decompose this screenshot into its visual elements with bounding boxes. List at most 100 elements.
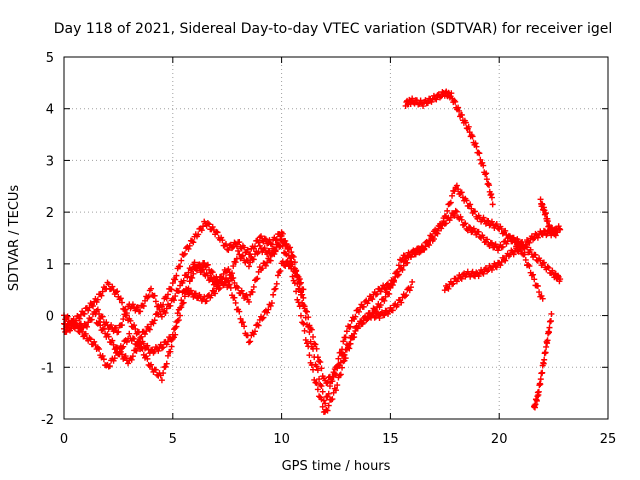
- data-point: [374, 290, 381, 297]
- data-point: [545, 264, 552, 271]
- data-point: [311, 340, 318, 347]
- x-tick-label: 25: [600, 432, 617, 447]
- data-point: [190, 239, 197, 246]
- data-point: [333, 387, 339, 394]
- data-point: [120, 316, 127, 323]
- data-point: [306, 322, 313, 329]
- data-point: [168, 343, 175, 350]
- data-point: [282, 250, 289, 257]
- data-point: [185, 245, 192, 252]
- data-point: [318, 396, 325, 403]
- data-point: [81, 310, 88, 317]
- data-point: [544, 263, 551, 270]
- data-point: [109, 337, 116, 344]
- data-point: [264, 309, 271, 316]
- data-point: [255, 322, 262, 329]
- data-point: [446, 200, 453, 207]
- data-point: [181, 250, 188, 257]
- data-point: [301, 327, 308, 334]
- data-point: [195, 261, 202, 268]
- data-point: [214, 229, 221, 236]
- data-point: [131, 322, 138, 329]
- data-point: [206, 221, 213, 228]
- data-point: [169, 280, 176, 287]
- data-point: [451, 212, 458, 219]
- data-point: [534, 234, 541, 241]
- data-point: [173, 272, 180, 279]
- data-point: [364, 300, 371, 307]
- data-point: [100, 356, 107, 363]
- data-point: [488, 266, 495, 273]
- data-point: [209, 269, 216, 276]
- data-point: [497, 262, 504, 269]
- data-point: [486, 182, 493, 189]
- data-point: [105, 333, 112, 340]
- data-point: [262, 262, 269, 269]
- data-point: [526, 239, 533, 246]
- data-point: [186, 278, 193, 285]
- y-tick-label: 5: [46, 51, 54, 66]
- data-point: [515, 248, 522, 255]
- data-point: [493, 221, 500, 228]
- data-point: [532, 251, 539, 258]
- data-point: [537, 381, 544, 388]
- data-point: [548, 310, 555, 317]
- data-point: [158, 313, 165, 320]
- data-point: [498, 225, 505, 232]
- data-point: [122, 353, 129, 360]
- data-point: [486, 222, 493, 229]
- data-point: [499, 243, 506, 250]
- data-point: [96, 318, 103, 325]
- data-point: [473, 231, 480, 238]
- series-arc-1: [61, 182, 564, 407]
- data-point: [236, 308, 243, 315]
- data-point: [167, 302, 174, 309]
- data-point: [333, 371, 339, 378]
- data-point: [186, 242, 193, 249]
- data-point: [552, 232, 559, 239]
- data-point: [407, 253, 414, 260]
- data-point: [409, 278, 416, 285]
- data-point: [229, 275, 236, 282]
- data-point: [276, 242, 283, 249]
- data-point: [457, 213, 464, 220]
- data-point: [351, 330, 358, 337]
- data-point: [116, 296, 123, 303]
- data-point: [467, 201, 474, 208]
- data-point: [295, 299, 302, 306]
- data-point: [200, 266, 207, 273]
- y-tick-label: 1: [46, 258, 54, 273]
- data-point: [444, 284, 451, 291]
- data-point: [195, 231, 202, 238]
- data-point: [424, 100, 431, 107]
- data-point: [307, 338, 314, 345]
- data-point: [112, 289, 119, 296]
- data-point: [476, 150, 483, 157]
- y-tick-label: 3: [46, 154, 54, 169]
- data-point: [191, 259, 198, 266]
- data-point: [444, 207, 451, 214]
- data-point: [527, 246, 534, 253]
- data-point: [360, 303, 367, 310]
- data-point: [426, 237, 433, 244]
- data-point: [325, 402, 332, 409]
- data-point: [391, 277, 398, 284]
- data-point: [173, 319, 180, 326]
- data-point: [480, 270, 487, 277]
- data-point: [250, 331, 257, 338]
- data-point: [241, 244, 248, 251]
- data-point: [140, 303, 147, 310]
- axis-ticks: 0 5 10 15 20 25 -2 -1 0 1 2 3 4 5: [41, 51, 616, 447]
- data-point: [238, 253, 245, 260]
- data-point: [448, 90, 455, 97]
- data-point: [297, 312, 304, 319]
- data-point: [254, 321, 261, 328]
- data-point: [174, 310, 181, 317]
- data-point: [433, 96, 440, 103]
- data-point: [531, 276, 538, 283]
- data-point: [94, 306, 101, 313]
- data-point: [377, 288, 384, 295]
- data-point: [172, 276, 179, 283]
- data-point: [557, 226, 564, 233]
